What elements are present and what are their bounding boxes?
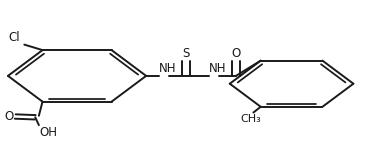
Text: CH₃: CH₃ — [240, 114, 261, 124]
Text: NH: NH — [159, 62, 177, 75]
Text: NH: NH — [209, 62, 227, 75]
Text: O: O — [231, 47, 241, 60]
Text: O: O — [4, 110, 14, 123]
Text: S: S — [182, 47, 190, 60]
Text: OH: OH — [39, 126, 58, 139]
Text: Cl: Cl — [8, 30, 20, 43]
